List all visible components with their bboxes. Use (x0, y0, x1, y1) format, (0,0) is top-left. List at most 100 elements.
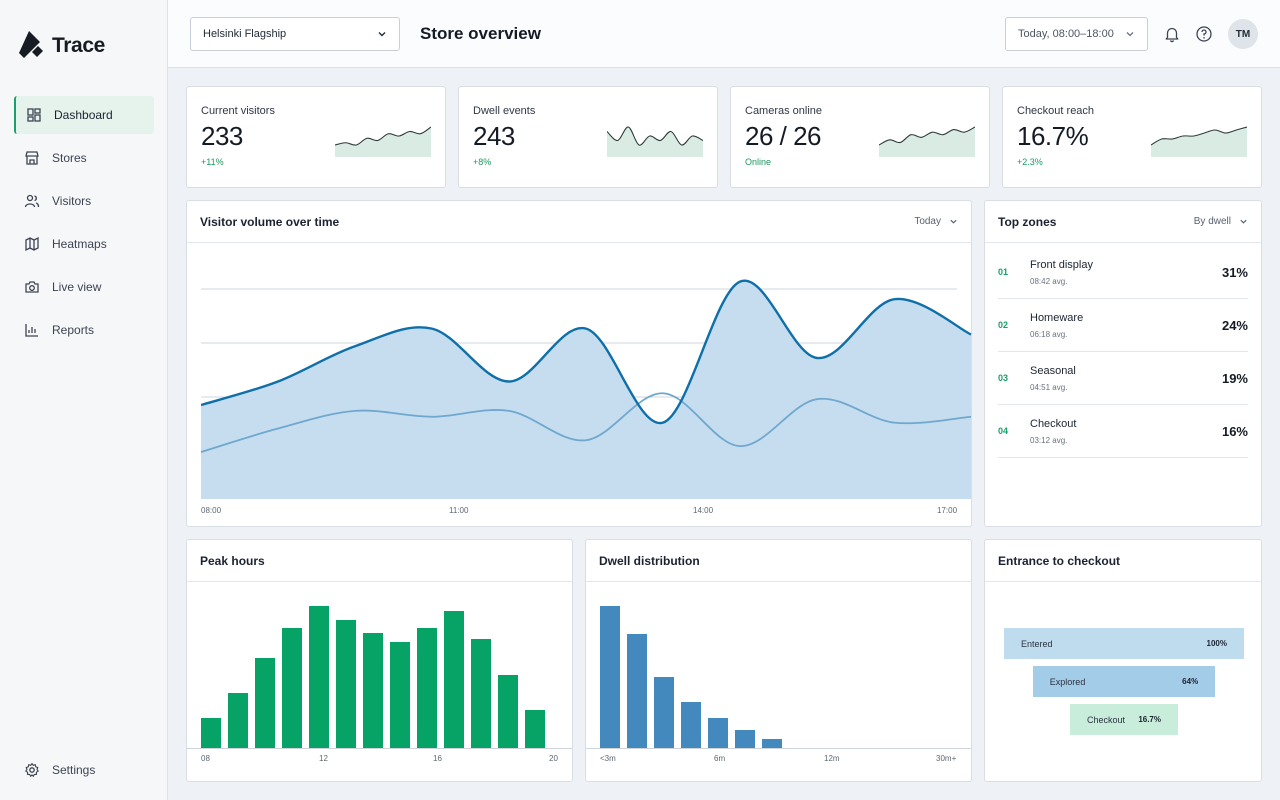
bar (525, 710, 545, 748)
sidebar-item-visitors[interactable]: Visitors (14, 182, 154, 220)
sidebar-item-heatmaps[interactable]: Heatmaps (14, 225, 154, 263)
kpi-sparkline (1151, 126, 1247, 157)
sidebar-item-label: Heatmaps (52, 237, 107, 251)
card-header: Dwell distribution (586, 540, 971, 582)
card-title: Peak hours (200, 553, 265, 568)
app-name: Trace (52, 34, 105, 57)
zone-avg: 04:51 avg. (1030, 383, 1068, 392)
dwell-distribution-chart (586, 606, 971, 749)
zones-sort-value: By dwell (1193, 216, 1231, 227)
bar (735, 730, 755, 748)
store-select-value: Helsinki Flagship (203, 28, 287, 40)
chevron-down-icon (1126, 32, 1134, 37)
sidebar-nav: Dashboard Stores Visitors Heatmaps Live … (14, 96, 154, 354)
sparkline-area (607, 126, 703, 157)
zone-name: Homeware (1030, 312, 1084, 324)
bar-chart-icon (25, 324, 38, 337)
dashboard-icon (27, 108, 41, 122)
kpi-delta: +2.3% (1017, 157, 1043, 167)
x-tick-label: 30m+ (936, 754, 957, 763)
settings-label: Settings (52, 763, 96, 777)
sidebar-item-dashboard[interactable]: Dashboard (14, 96, 154, 134)
x-tick-label: 08:00 (201, 506, 222, 515)
avatar[interactable]: TM (1228, 19, 1258, 49)
chevron-down-icon (950, 219, 957, 224)
bar (309, 606, 329, 748)
x-tick-label: <3m (600, 754, 616, 763)
funnel-stage-value: 100% (1206, 639, 1227, 648)
top-zones-card: Top zones By dwell 01 Front display 08:4… (984, 200, 1262, 527)
sidebar-item-label: Live view (52, 280, 102, 294)
bar (471, 639, 491, 748)
x-tick-label: 12 (319, 754, 328, 763)
funnel-stage-entered[interactable]: Entered 100% (1004, 628, 1244, 659)
series-line-primary (201, 279, 972, 424)
bar (654, 677, 674, 748)
bar (444, 611, 464, 748)
visitor-volume-card: Visitor volume over time Today 08:00 11:… (186, 200, 972, 527)
zone-rank: 01 (998, 267, 1009, 277)
date-range-select[interactable]: Today, 08:00–18:00 (1005, 17, 1148, 51)
bar (600, 606, 620, 748)
zone-name: Checkout (1030, 418, 1077, 430)
bar (708, 718, 728, 748)
card-header: Visitor volume over time Today (187, 201, 971, 243)
kpi-value: 233 (201, 121, 243, 151)
zone-row[interactable]: 02 Homeware 06:18 avg. 24% (998, 299, 1248, 352)
sparkline-area (879, 127, 975, 157)
entrance-to-checkout-card: Entrance to checkout Entered 100% Explor… (984, 539, 1262, 782)
page-title: Store overview (420, 24, 541, 43)
card-title: Visitor volume over time (200, 214, 340, 229)
volume-range-select[interactable]: Today (914, 216, 958, 227)
zone-row[interactable]: 03 Seasonal 04:51 avg. 19% (998, 352, 1248, 405)
card-title: Entrance to checkout (998, 553, 1121, 568)
sidebar-item-stores[interactable]: Stores (14, 139, 154, 177)
camera-icon (25, 281, 39, 293)
sidebar-item-label: Reports (52, 323, 95, 337)
zone-pct: 24% (1221, 318, 1248, 333)
x-tick-label: 14:00 (693, 506, 714, 515)
users-icon (24, 194, 40, 208)
zone-row[interactable]: 01 Front display 08:42 avg. 31% (998, 246, 1248, 299)
kpi-value: 243 (473, 121, 515, 151)
bar (255, 658, 275, 748)
map-icon (25, 236, 39, 252)
kpi-label: Cameras online (745, 105, 823, 117)
x-tick-label: 20 (549, 754, 558, 763)
kpi-delta: Online (745, 157, 772, 167)
sparkline-area (1151, 127, 1247, 157)
funnel-stage-explored[interactable]: Explored 64% (1032, 666, 1216, 697)
peak-hours-card: Peak hours 08 12 16 20 (186, 539, 573, 782)
bar (363, 633, 383, 748)
funnel-stage-checkout[interactable]: Checkout 16.7% (1070, 704, 1178, 735)
funnel-stage-value: 64% (1182, 677, 1199, 686)
bar (681, 702, 701, 748)
zone-row[interactable]: 04 Checkout 03:12 avg. 16% (998, 405, 1248, 458)
kpi-sparkline (879, 126, 975, 157)
card-title: Top zones (998, 214, 1057, 229)
kpi-delta: +11% (201, 157, 224, 167)
zone-pct: 19% (1221, 371, 1248, 386)
sidebar-item-live-view[interactable]: Live view (14, 268, 154, 306)
zones-sort-select[interactable]: By dwell (1194, 216, 1248, 227)
bar (498, 675, 518, 748)
kpi-card-current-visitors: Current visitors 233 +11% (186, 86, 446, 188)
app-logo[interactable]: Trace (18, 30, 105, 62)
store-select[interactable]: Helsinki Flagship (190, 17, 400, 51)
x-tick-label: 12m (824, 754, 840, 763)
sparkline-line (335, 126, 431, 146)
date-range-value: Today, 08:00–18:00 (1018, 28, 1114, 40)
bar (417, 628, 437, 748)
sidebar-item-settings[interactable]: Settings (24, 762, 95, 778)
help-icon[interactable] (1195, 25, 1213, 43)
bar (282, 628, 302, 748)
sidebar-item-reports[interactable]: Reports (14, 311, 154, 349)
sparkline-area (335, 127, 431, 157)
sidebar: Trace Dashboard Stores Visitors Heatmaps… (0, 0, 168, 800)
kpi-card-dwell-events: Dwell events 243 +8% (458, 86, 718, 188)
bell-icon[interactable] (1163, 25, 1181, 43)
card-header: Top zones By dwell (985, 201, 1261, 243)
kpi-delta: +8% (473, 157, 492, 167)
kpi-value: 26 / 26 (745, 121, 822, 151)
kpi-value: 16.7% (1017, 121, 1089, 151)
